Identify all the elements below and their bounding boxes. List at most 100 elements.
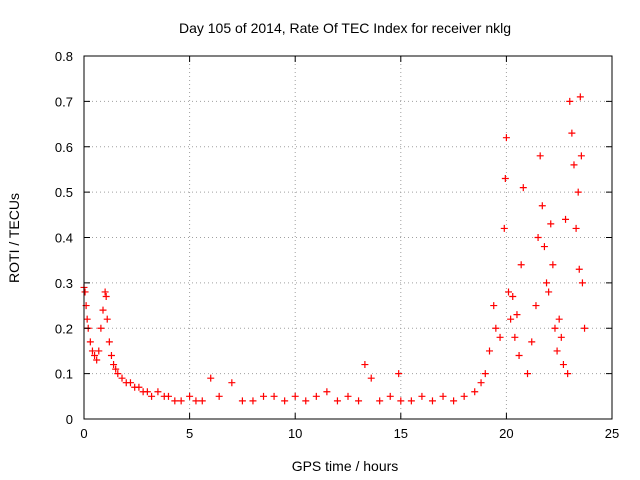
data-point: [238, 397, 246, 405]
x-tick-label: 0: [80, 426, 87, 441]
y-axis-label: ROTI / TECUs: [6, 193, 22, 283]
data-point: [490, 302, 498, 310]
y-tick-label: 0.4: [55, 231, 73, 246]
data-point: [492, 324, 500, 332]
y-tick-label: 0: [66, 412, 73, 427]
data-point: [249, 397, 257, 405]
axis-ticks: 0 5 10 15 20 25 0 0.1 0.2 0.3 0.4 0.5 0.6 0.7 0.8: [55, 49, 619, 441]
data-point: [177, 397, 185, 405]
data-point: [481, 370, 489, 378]
data-point: [397, 397, 405, 405]
data-point: [460, 392, 468, 400]
data-point: [270, 392, 278, 400]
data-point: [553, 347, 561, 355]
data-point: [502, 134, 510, 142]
data-point: [95, 347, 103, 355]
chart-title: Day 105 of 2014, Rate Of TEC Index for r…: [179, 20, 511, 36]
data-point: [528, 338, 536, 346]
data-point: [418, 392, 426, 400]
y-tick-label: 0.7: [55, 94, 73, 109]
data-point: [192, 397, 200, 405]
data-point: [572, 224, 580, 232]
data-point: [105, 338, 113, 346]
data-point: [228, 379, 236, 387]
x-tick-label: 5: [186, 426, 193, 441]
data-point: [578, 279, 586, 287]
data-point: [574, 188, 582, 196]
data-point: [477, 379, 485, 387]
data-point: [557, 333, 565, 341]
data-point: [367, 374, 375, 382]
data-point: [471, 388, 479, 396]
data-point: [88, 347, 96, 355]
y-tick-label: 0.2: [55, 321, 73, 336]
data-point: [114, 370, 122, 378]
data-point: [559, 361, 567, 369]
data-point: [198, 397, 206, 405]
data-point: [154, 388, 162, 396]
data-point: [486, 347, 494, 355]
data-point: [97, 324, 105, 332]
data-point: [577, 152, 585, 160]
data-point: [323, 388, 331, 396]
data-point: [281, 397, 289, 405]
data-point: [86, 338, 94, 346]
data-point: [361, 361, 369, 369]
data-point: [107, 351, 115, 359]
data-point: [118, 374, 126, 382]
data-point: [450, 397, 458, 405]
data-point: [171, 397, 179, 405]
data-point: [126, 379, 134, 387]
data-point: [564, 370, 572, 378]
data-point: [517, 261, 525, 269]
data-point: [543, 279, 551, 287]
y-tick-label: 0.8: [55, 49, 73, 64]
data-points: [80, 93, 589, 405]
data-point: [135, 383, 143, 391]
x-tick-label: 10: [288, 426, 302, 441]
data-point: [143, 388, 151, 396]
data-point: [545, 288, 553, 296]
data-point: [291, 392, 299, 400]
data-point: [505, 288, 513, 296]
data-point: [513, 311, 521, 319]
data-point: [186, 392, 194, 400]
data-point: [496, 333, 504, 341]
data-point: [575, 265, 583, 273]
x-tick-label: 20: [499, 426, 513, 441]
data-point: [519, 184, 527, 192]
data-point: [376, 397, 384, 405]
x-tick-label: 25: [605, 426, 619, 441]
data-point: [540, 243, 548, 251]
data-point: [439, 392, 447, 400]
data-point: [576, 93, 584, 101]
data-point: [501, 175, 509, 183]
data-point: [534, 234, 542, 241]
data-point: [215, 392, 223, 400]
data-point: [148, 392, 156, 400]
data-point: [547, 220, 555, 228]
x-tick-label: 15: [394, 426, 408, 441]
data-point: [103, 315, 111, 323]
data-point: [395, 370, 403, 378]
data-point: [260, 392, 268, 400]
data-point: [164, 392, 172, 400]
data-point: [302, 397, 310, 405]
data-point: [507, 315, 515, 323]
data-point: [355, 397, 363, 405]
data-point: [581, 324, 589, 332]
data-point: [101, 288, 109, 296]
data-point: [566, 97, 574, 105]
data-point: [549, 261, 557, 269]
data-point: [515, 351, 523, 359]
data-point: [386, 392, 394, 400]
data-point: [551, 324, 559, 332]
data-point: [562, 215, 570, 223]
data-point: [524, 370, 532, 378]
data-point: [91, 351, 99, 359]
y-tick-label: 0.5: [55, 185, 73, 200]
data-point: [83, 315, 91, 323]
data-point: [538, 202, 546, 210]
y-tick-label: 0.1: [55, 367, 73, 382]
